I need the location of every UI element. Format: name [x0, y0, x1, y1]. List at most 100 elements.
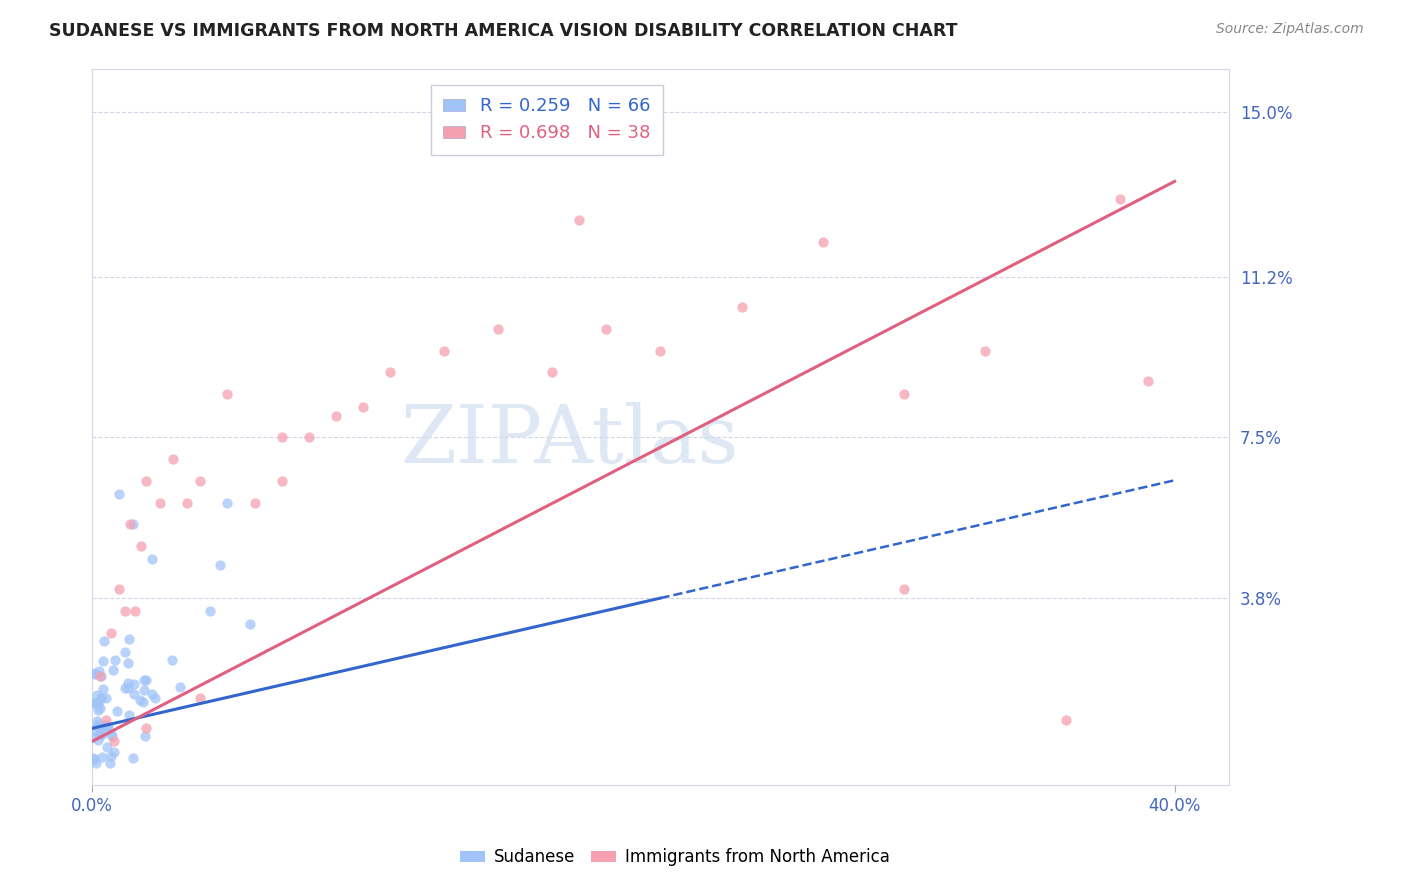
- Point: [217, 495, 239, 509]
- Point: [134, 730, 156, 744]
- Point: [124, 604, 146, 618]
- Legend: R = 0.259   N = 66, R = 0.698   N = 38: R = 0.259 N = 66, R = 0.698 N = 38: [430, 85, 662, 155]
- Point: [87, 703, 110, 717]
- Point: [101, 664, 124, 678]
- Point: [90, 690, 112, 705]
- Point: [243, 495, 266, 509]
- Point: [811, 235, 834, 249]
- Point: [84, 666, 107, 681]
- Point: [149, 495, 172, 509]
- Point: [190, 690, 212, 705]
- Point: [94, 690, 117, 705]
- Point: [650, 343, 672, 358]
- Point: [141, 552, 163, 566]
- Point: [114, 604, 136, 618]
- Point: [90, 690, 112, 705]
- Point: [84, 665, 107, 680]
- Point: [87, 733, 110, 747]
- Point: [86, 719, 108, 733]
- Point: [103, 734, 125, 748]
- Point: [209, 558, 232, 572]
- Point: [82, 731, 104, 745]
- Point: [135, 673, 157, 687]
- Point: [90, 669, 112, 683]
- Point: [93, 718, 115, 732]
- Point: [893, 387, 915, 401]
- Point: [121, 750, 143, 764]
- Point: [893, 582, 915, 597]
- Point: [86, 756, 108, 770]
- Point: [86, 688, 108, 702]
- Text: ZIPAtlas: ZIPAtlas: [401, 402, 738, 480]
- Point: [129, 539, 152, 553]
- Point: [141, 687, 163, 701]
- Point: [96, 720, 118, 734]
- Point: [352, 400, 374, 414]
- Point: [105, 704, 128, 718]
- Point: [89, 726, 111, 740]
- Point: [129, 693, 152, 707]
- Point: [101, 729, 124, 743]
- Point: [568, 213, 591, 227]
- Point: [143, 690, 166, 705]
- Point: [90, 727, 112, 741]
- Point: [176, 495, 198, 509]
- Point: [325, 409, 347, 423]
- Point: [82, 751, 104, 765]
- Point: [97, 719, 120, 733]
- Point: [87, 697, 110, 711]
- Point: [86, 714, 108, 728]
- Point: [1054, 713, 1077, 727]
- Point: [117, 632, 139, 647]
- Point: [108, 487, 131, 501]
- Point: [132, 683, 155, 698]
- Text: SUDANESE VS IMMIGRANTS FROM NORTH AMERICA VISION DISABILITY CORRELATION CHART: SUDANESE VS IMMIGRANTS FROM NORTH AMERIC…: [49, 22, 957, 40]
- Point: [89, 728, 111, 742]
- Point: [89, 701, 111, 715]
- Point: [82, 696, 104, 710]
- Point: [100, 749, 122, 764]
- Point: [162, 452, 184, 467]
- Legend: Sudanese, Immigrants from North America: Sudanese, Immigrants from North America: [453, 842, 897, 873]
- Point: [91, 681, 114, 696]
- Point: [94, 713, 117, 727]
- Point: [91, 720, 114, 734]
- Point: [122, 677, 145, 691]
- Point: [486, 322, 509, 336]
- Point: [117, 675, 139, 690]
- Point: [120, 517, 142, 532]
- Point: [433, 343, 456, 358]
- Point: [541, 365, 564, 379]
- Point: [132, 695, 155, 709]
- Point: [103, 745, 125, 759]
- Point: [239, 617, 262, 632]
- Point: [104, 653, 127, 667]
- Point: [121, 517, 143, 532]
- Point: [82, 723, 104, 738]
- Point: [89, 669, 111, 683]
- Point: [595, 322, 617, 336]
- Point: [135, 722, 157, 736]
- Point: [117, 656, 139, 670]
- Point: [270, 474, 292, 488]
- Point: [298, 430, 321, 444]
- Point: [135, 474, 157, 488]
- Point: [200, 604, 222, 618]
- Point: [91, 654, 114, 668]
- Point: [108, 582, 131, 597]
- Point: [114, 681, 136, 695]
- Point: [84, 696, 107, 710]
- Point: [87, 716, 110, 731]
- Point: [1109, 192, 1132, 206]
- Point: [90, 750, 112, 764]
- Point: [730, 300, 752, 314]
- Point: [114, 645, 136, 659]
- Point: [974, 343, 997, 358]
- Text: Source: ZipAtlas.com: Source: ZipAtlas.com: [1216, 22, 1364, 37]
- Point: [217, 387, 239, 401]
- Point: [100, 625, 122, 640]
- Point: [100, 727, 122, 741]
- Point: [89, 722, 111, 736]
- Point: [190, 474, 212, 488]
- Point: [160, 653, 183, 667]
